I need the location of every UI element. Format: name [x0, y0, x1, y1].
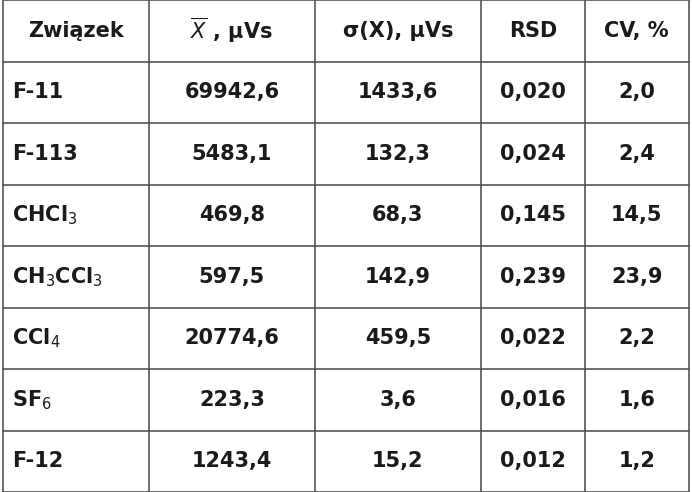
- Text: F-12: F-12: [12, 451, 63, 471]
- Text: 597,5: 597,5: [199, 267, 265, 287]
- Text: 132,3: 132,3: [365, 144, 431, 164]
- Text: 1,6: 1,6: [618, 390, 655, 410]
- Text: 69942,6: 69942,6: [184, 82, 280, 102]
- Text: 3,6: 3,6: [379, 390, 417, 410]
- Text: 23,9: 23,9: [611, 267, 662, 287]
- Text: 5483,1: 5483,1: [192, 144, 272, 164]
- Text: 15,2: 15,2: [372, 451, 424, 471]
- Text: 0,016: 0,016: [500, 390, 566, 410]
- Text: 0,145: 0,145: [500, 205, 566, 225]
- Text: RSD: RSD: [509, 21, 557, 41]
- Text: 14,5: 14,5: [611, 205, 662, 225]
- Text: 0,022: 0,022: [500, 328, 566, 348]
- Text: 20774,6: 20774,6: [184, 328, 280, 348]
- Text: F-11: F-11: [12, 82, 63, 102]
- Text: 2,0: 2,0: [618, 82, 655, 102]
- Text: 0,012: 0,012: [500, 451, 566, 471]
- Text: 0,239: 0,239: [500, 267, 566, 287]
- Text: 142,9: 142,9: [365, 267, 431, 287]
- Text: 1433,6: 1433,6: [358, 82, 438, 102]
- Text: CHCl$_3$: CHCl$_3$: [12, 204, 78, 227]
- Text: SF$_6$: SF$_6$: [12, 388, 52, 411]
- Text: F-113: F-113: [12, 144, 78, 164]
- Text: 2,4: 2,4: [618, 144, 655, 164]
- Text: 469,8: 469,8: [199, 205, 265, 225]
- Text: CH$_3$CCl$_3$: CH$_3$CCl$_3$: [12, 265, 102, 288]
- Text: $\overline{X}$ , μVs: $\overline{X}$ , μVs: [190, 16, 273, 45]
- Text: 68,3: 68,3: [372, 205, 424, 225]
- Text: CV, %: CV, %: [604, 21, 669, 41]
- Text: 0,024: 0,024: [500, 144, 566, 164]
- Text: Związek: Związek: [28, 21, 124, 41]
- Text: 0,020: 0,020: [500, 82, 566, 102]
- Text: 223,3: 223,3: [199, 390, 265, 410]
- Text: 459,5: 459,5: [365, 328, 431, 348]
- Text: 1,2: 1,2: [618, 451, 655, 471]
- Text: 1243,4: 1243,4: [192, 451, 272, 471]
- Text: CCl$_4$: CCl$_4$: [12, 327, 60, 350]
- Text: σ(X), μVs: σ(X), μVs: [343, 21, 453, 41]
- Text: 2,2: 2,2: [618, 328, 655, 348]
